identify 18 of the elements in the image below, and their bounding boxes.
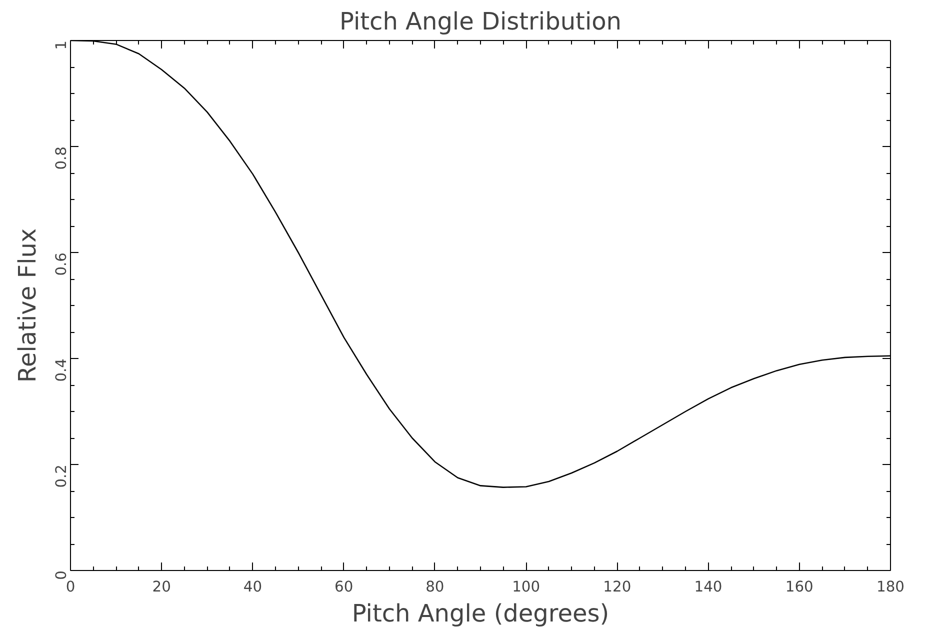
x-tick-label: 40 — [243, 578, 262, 596]
x-tick-label: 60 — [334, 578, 354, 596]
y-tick-label: 0.4 — [53, 358, 70, 382]
y-axis-title: Relative Flux — [14, 228, 42, 383]
x-tick-label: 180 — [876, 578, 904, 596]
x-tick-label: 120 — [603, 578, 632, 596]
x-tick-label: 20 — [152, 578, 171, 596]
x-tick-label: 160 — [785, 578, 814, 596]
x-tick-label: 140 — [694, 578, 722, 596]
y-tick-label: 0.2 — [53, 464, 70, 488]
x-tick-label: 100 — [512, 578, 540, 596]
x-axis-title: Pitch Angle (degrees) — [352, 600, 610, 628]
chart-title: Pitch Angle Distribution — [340, 8, 622, 36]
x-tick-label: 80 — [426, 578, 444, 596]
y-tick-label: 0 — [53, 570, 70, 580]
y-tick-label: 0.6 — [53, 252, 70, 276]
y-tick-label: 0.8 — [53, 146, 70, 170]
y-tick-label: 1 — [53, 40, 70, 50]
